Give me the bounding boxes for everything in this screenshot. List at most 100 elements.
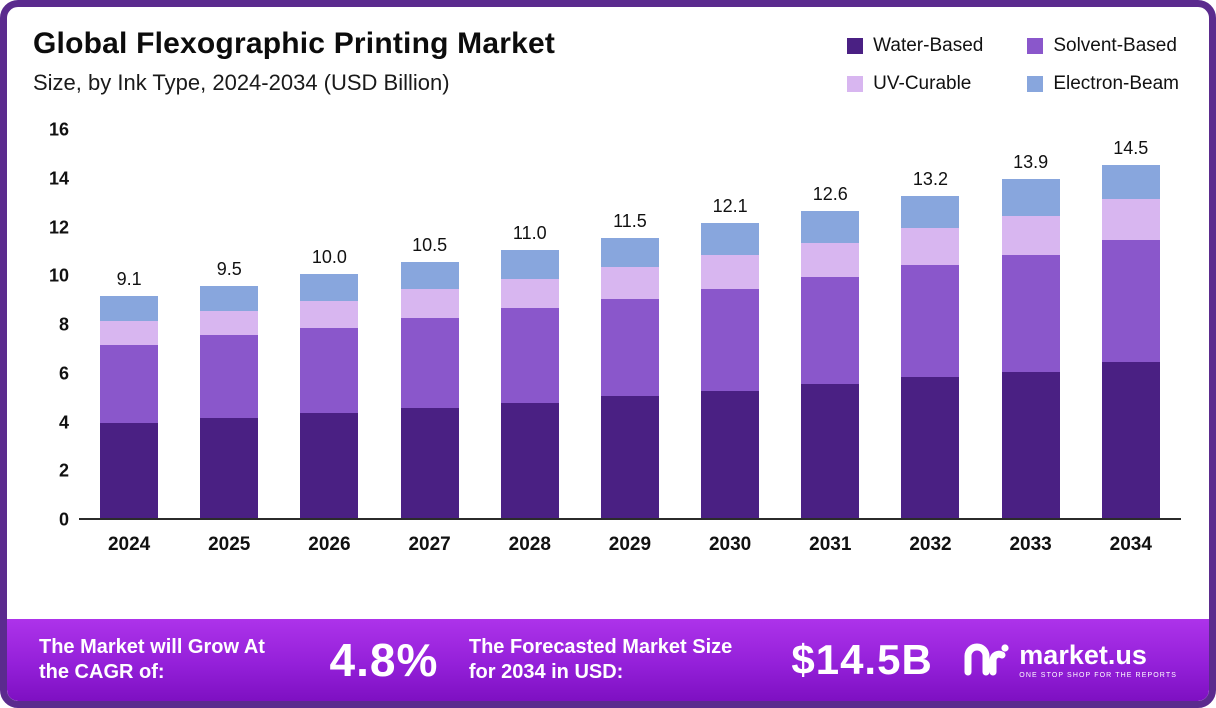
bar-segment-water-based bbox=[701, 391, 760, 518]
x-axis: 2024 2025 2026 2027 2028 2029 2030 2031 2032 2033… bbox=[79, 534, 1181, 556]
x-tick-label: 2025 bbox=[208, 534, 251, 555]
stacked-bar bbox=[600, 237, 659, 518]
forecast-label: The Forecasted Market Size for 2034 in U… bbox=[468, 636, 733, 683]
bar-segment-uv-curable bbox=[500, 279, 559, 309]
bar-value-label: 14.5 bbox=[1113, 137, 1149, 158]
bar-column-2031: 12.6 bbox=[801, 130, 860, 518]
bar-segment-solvent-based bbox=[1001, 254, 1060, 372]
bar-segment-water-based bbox=[100, 422, 159, 518]
bar-value-label: 11.5 bbox=[613, 210, 647, 231]
bar-segment-uv-curable bbox=[400, 288, 459, 319]
brand: market.us ONE STOP SHOP FOR THE REPORTS bbox=[963, 640, 1177, 681]
bar-segment-solvent-based bbox=[200, 335, 259, 419]
legend: Water-Based Solvent-Based UV-Curable Electr… bbox=[847, 35, 1179, 96]
bar-segment-water-based bbox=[1001, 371, 1060, 518]
stacked-bar bbox=[701, 223, 760, 518]
bar-segment-uv-curable bbox=[600, 266, 659, 299]
bar-segment-electron-beam bbox=[200, 286, 259, 311]
bar-value-label: 12.6 bbox=[812, 183, 848, 204]
bar-segment-water-based bbox=[600, 396, 659, 518]
bar-segment-uv-curable bbox=[1101, 198, 1160, 241]
legend-item-solvent-based: Solvent-Based bbox=[1027, 35, 1179, 57]
bar-column-2027: 10.5 bbox=[400, 130, 459, 518]
stacked-bar bbox=[1101, 164, 1160, 518]
legend-label: Water-Based bbox=[873, 35, 984, 56]
bar-segment-electron-beam bbox=[801, 210, 860, 243]
bar-segment-water-based bbox=[200, 418, 259, 518]
bar-segment-uv-curable bbox=[1001, 215, 1060, 255]
y-axis: 0 2 4 6 8 10 12 14 16 bbox=[23, 120, 79, 530]
forecast-value: $14.5B bbox=[791, 636, 933, 683]
bar-column-2034: 14.5 bbox=[1101, 130, 1160, 518]
y-tick-label: 16 bbox=[48, 119, 69, 140]
bar-segment-electron-beam bbox=[600, 237, 659, 267]
bar-segment-electron-beam bbox=[1101, 164, 1160, 199]
bar-value-label: 13.2 bbox=[912, 169, 948, 190]
titles: Global Flexographic Printing Market Size… bbox=[33, 27, 555, 96]
marketus-logo-icon bbox=[963, 640, 1009, 681]
bar-segment-uv-curable bbox=[300, 301, 359, 328]
plot-wrap: 9.1 9.5 10.0 10.5 11.0 11.5 12.1 12.6 13.2 13.9 14… bbox=[79, 130, 1181, 556]
legend-label: Electron-Beam bbox=[1053, 73, 1179, 94]
x-tick-label: 2032 bbox=[909, 534, 952, 555]
bar-value-label: 9.5 bbox=[216, 259, 242, 280]
bar-column-2030: 12.1 bbox=[701, 130, 760, 518]
brand-text: market.us ONE STOP SHOP FOR THE REPORTS bbox=[1019, 639, 1177, 679]
legend-swatch bbox=[847, 76, 864, 92]
stacked-bar bbox=[1001, 179, 1060, 518]
legend-item-uv-curable: UV-Curable bbox=[847, 73, 983, 95]
y-tick-label: 8 bbox=[58, 314, 69, 335]
y-tick-label: 6 bbox=[58, 363, 69, 384]
bar-segment-solvent-based bbox=[901, 264, 960, 377]
footer-banner: The Market will Grow At the CAGR of: 4.8… bbox=[7, 619, 1209, 701]
x-tick-label: 2034 bbox=[1109, 534, 1152, 555]
bar-column-2033: 13.9 bbox=[1001, 130, 1060, 518]
stacked-bar bbox=[200, 286, 259, 518]
page-title: Global Flexographic Printing Market bbox=[33, 27, 556, 60]
y-tick-label: 12 bbox=[48, 217, 69, 237]
y-tick-label: 10 bbox=[48, 265, 69, 286]
bar-column-2029: 11.5 bbox=[600, 130, 659, 518]
bar-value-label: 11.0 bbox=[512, 222, 547, 243]
bar-segment-water-based bbox=[901, 376, 960, 518]
stacked-bar bbox=[100, 296, 159, 518]
bar-segment-water-based bbox=[500, 403, 559, 518]
stacked-bar bbox=[901, 196, 960, 518]
bar-segment-uv-curable bbox=[801, 242, 860, 277]
bar-segment-solvent-based bbox=[600, 298, 659, 397]
x-tick-label: 2026 bbox=[308, 534, 351, 555]
brand-tagline: ONE STOP SHOP FOR THE REPORTS bbox=[1019, 671, 1177, 679]
legend-swatch bbox=[847, 38, 864, 54]
legend-swatch bbox=[1027, 76, 1044, 92]
y-tick-label: 4 bbox=[58, 412, 69, 432]
x-tick-label: 2027 bbox=[408, 534, 451, 555]
bar-value-label: 9.1 bbox=[116, 269, 142, 290]
bar-segment-solvent-based bbox=[100, 344, 159, 423]
legend-label: Solvent-Based bbox=[1053, 35, 1177, 56]
x-tick-label: 2024 bbox=[107, 534, 151, 555]
x-tick-label: 2028 bbox=[508, 534, 551, 555]
x-tick-label: 2030 bbox=[708, 534, 752, 555]
bar-segment-electron-beam bbox=[400, 262, 459, 289]
bar-column-2028: 11.0 bbox=[500, 130, 559, 518]
bar-value-label: 10.0 bbox=[311, 247, 347, 268]
bar-segment-electron-beam bbox=[300, 274, 359, 302]
bar-segment-solvent-based bbox=[701, 288, 760, 392]
x-tick-label: 2029 bbox=[608, 534, 652, 555]
stacked-bar bbox=[400, 262, 459, 518]
brand-name: market.us bbox=[1019, 639, 1147, 670]
bar-segment-electron-beam bbox=[901, 196, 960, 228]
bar-segment-water-based bbox=[400, 408, 459, 518]
bar-segment-uv-curable bbox=[901, 227, 960, 265]
bar-column-2024: 9.1 bbox=[100, 130, 159, 518]
bar-value-label: 13.9 bbox=[1013, 152, 1049, 173]
bar-segment-solvent-based bbox=[400, 318, 459, 409]
bar-segment-uv-curable bbox=[701, 254, 760, 289]
stacked-bar bbox=[801, 210, 860, 518]
y-tick-label: 2 bbox=[58, 460, 69, 481]
bar-segment-water-based bbox=[1101, 362, 1160, 518]
bar-segment-solvent-based bbox=[500, 308, 559, 404]
stacked-bar bbox=[500, 249, 559, 518]
bar-column-2026: 10.0 bbox=[300, 130, 359, 518]
